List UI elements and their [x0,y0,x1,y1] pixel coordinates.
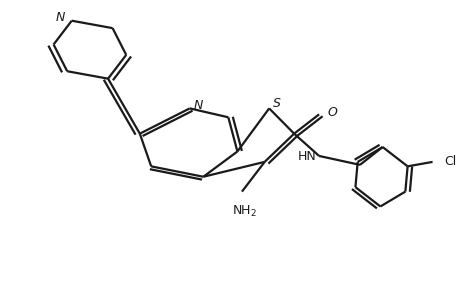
Text: NH$_2$: NH$_2$ [231,203,256,219]
Text: Cl: Cl [443,155,455,168]
Text: S: S [273,97,280,110]
Text: N: N [56,11,65,24]
Text: O: O [326,106,336,119]
Text: N: N [194,99,203,112]
Text: HN: HN [297,150,316,163]
